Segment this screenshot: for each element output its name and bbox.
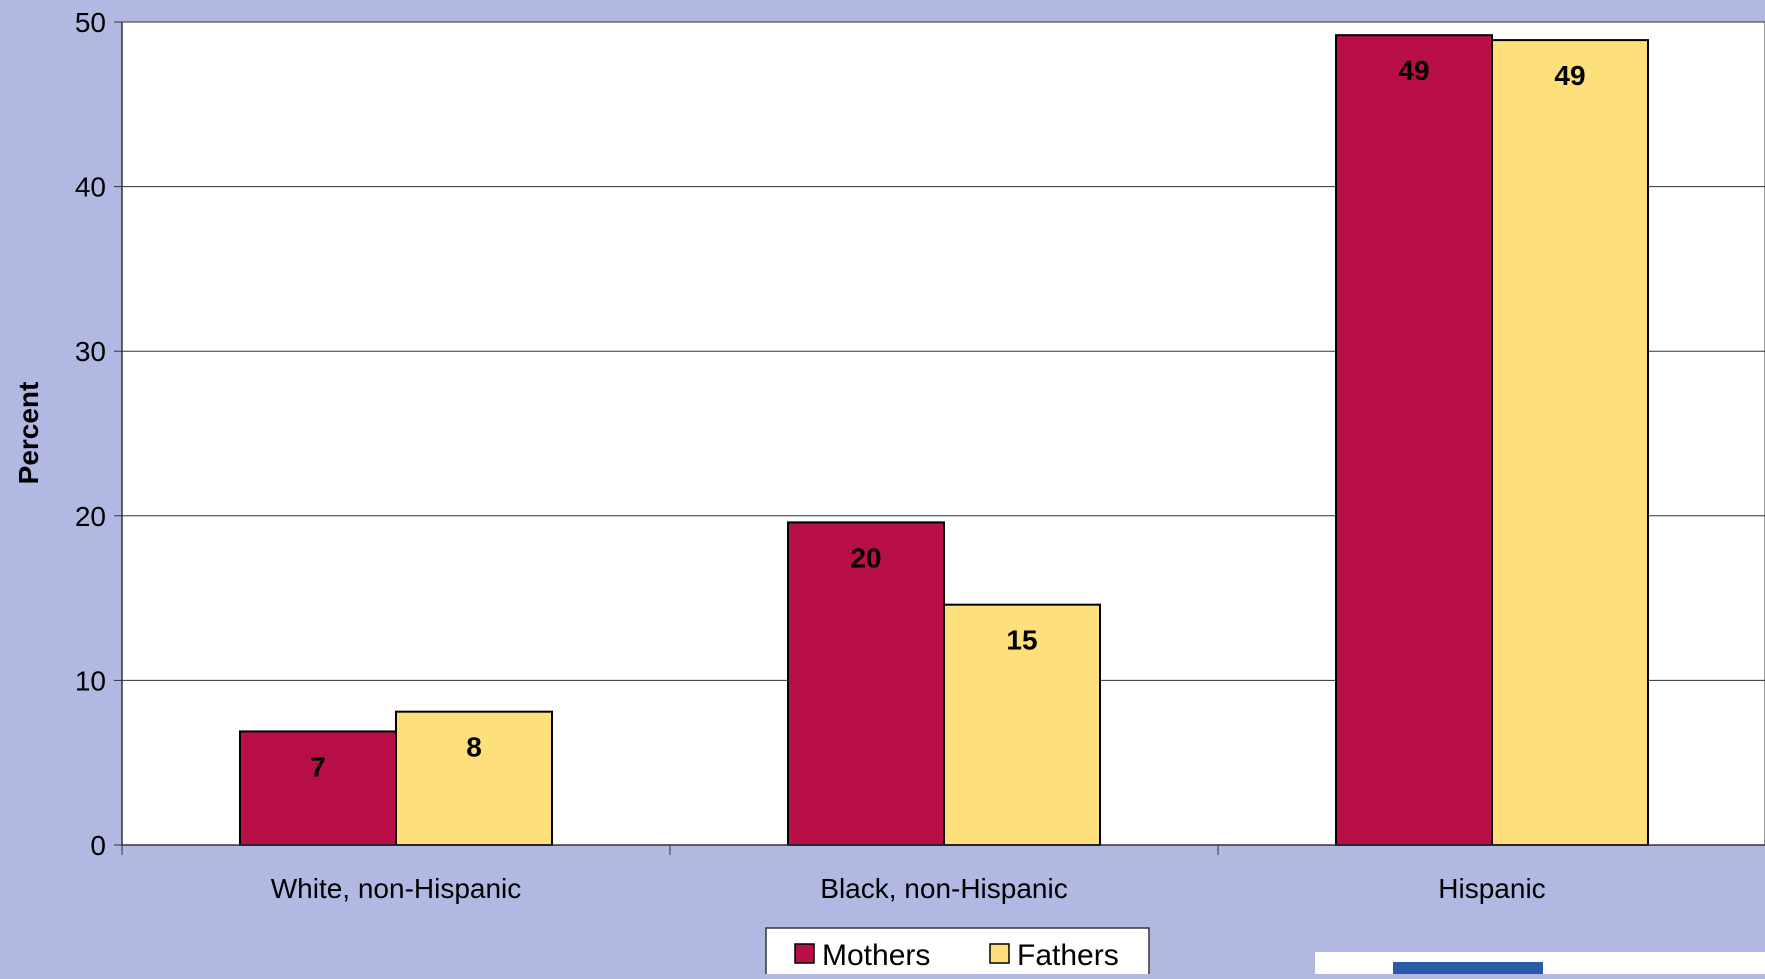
legend: Mothers Fathers [765, 927, 1150, 979]
x-tick-label-1: Black, non-Hispanic [820, 873, 1067, 904]
legend-box [765, 927, 1150, 979]
data-label-mothers-2: 49 [1398, 55, 1429, 86]
y-tick-label-30: 30 [75, 336, 106, 367]
data-label-fathers-0: 8 [466, 732, 482, 763]
legend-label-fathers: Fathers [1017, 939, 1119, 972]
bar-mothers-0 [239, 730, 397, 847]
y-tick-label-50: 50 [75, 7, 106, 38]
data-label-fathers-1: 15 [1006, 625, 1037, 656]
bars [239, 34, 1649, 847]
x-tick-label-2: Hispanic [1438, 873, 1545, 904]
logo [1315, 952, 1765, 974]
data-labels: 7 8 20 15 49 49 [310, 55, 1585, 782]
y-tick-label-10: 10 [75, 665, 106, 696]
bar-fathers-2 [1491, 39, 1649, 846]
logo-mark [1393, 962, 1543, 974]
x-axis: White, non-Hispanic Black, non-Hispanic Hi… [121, 844, 1765, 904]
data-label-fathers-2: 49 [1554, 60, 1585, 91]
bar-mothers-2 [1335, 34, 1493, 846]
y-axis: 0 10 20 30 40 50 [75, 7, 123, 861]
bar-fathers-1 [943, 603, 1101, 847]
data-label-mothers-0: 7 [310, 751, 326, 782]
x-tick-label-0: White, non-Hispanic [271, 873, 522, 904]
y-axis-title: Percent [13, 382, 44, 485]
legend-swatch-mothers [794, 943, 815, 964]
y-tick-label-40: 40 [75, 172, 106, 203]
legend-label-mothers: Mothers [822, 939, 930, 972]
y-tick-label-20: 20 [75, 501, 106, 532]
legend-swatch-fathers [989, 943, 1010, 964]
y-tick-label-0: 0 [90, 830, 106, 861]
data-label-mothers-1: 20 [850, 542, 881, 573]
